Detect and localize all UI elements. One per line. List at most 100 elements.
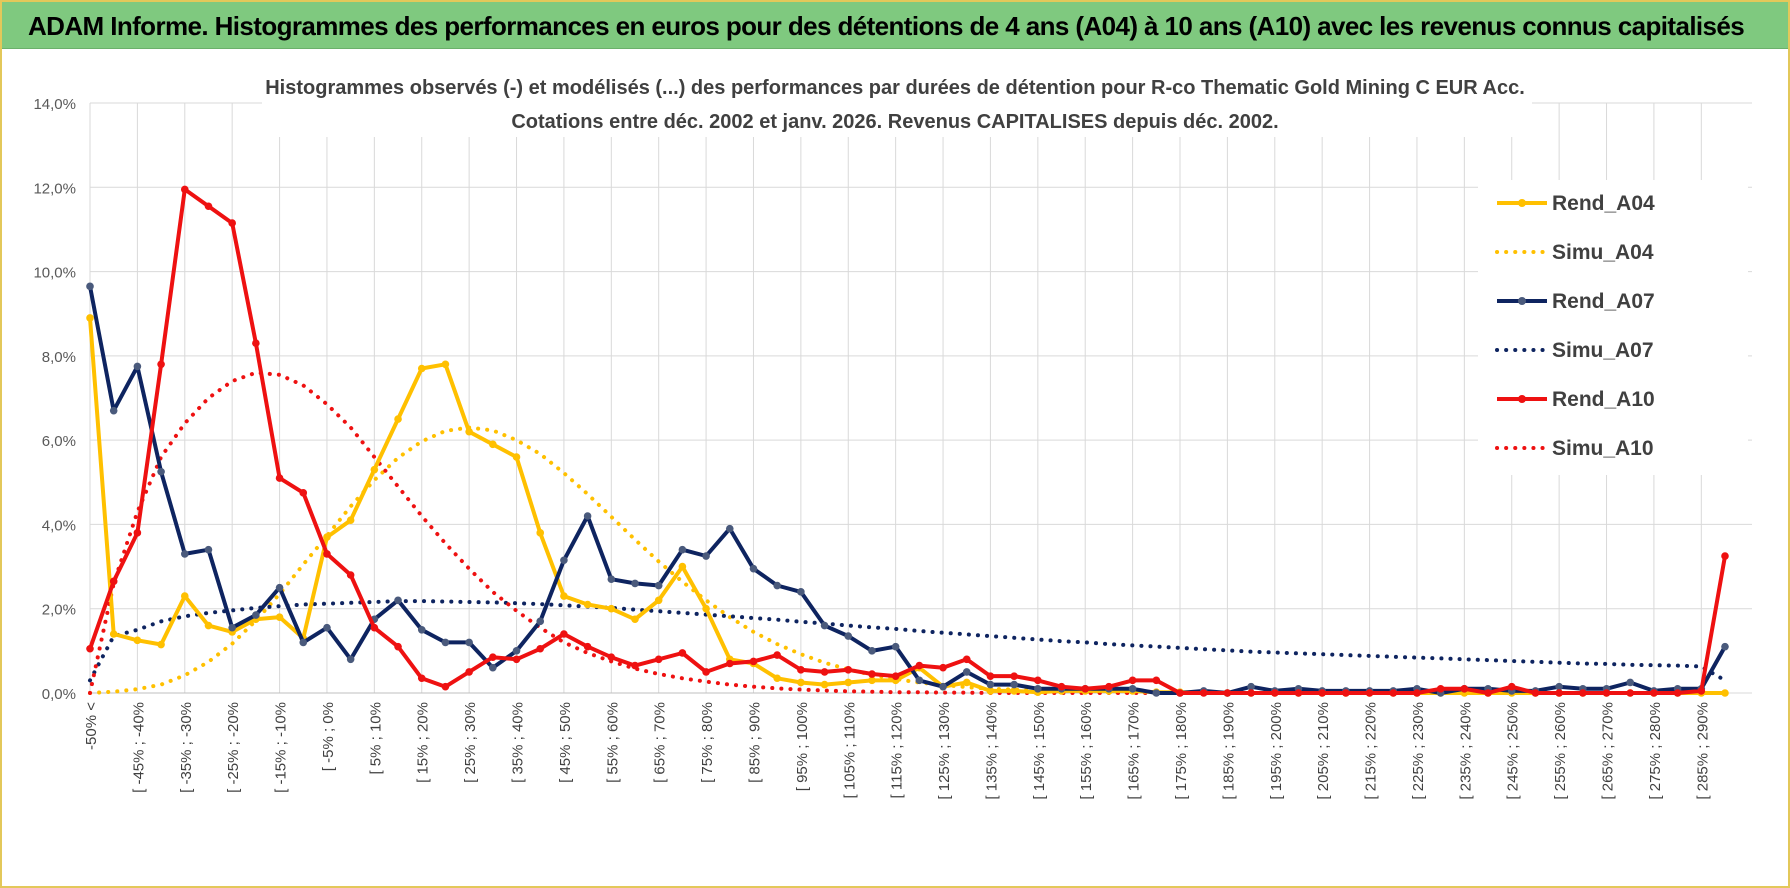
data-point <box>1010 672 1018 680</box>
data-point <box>1199 689 1208 697</box>
series-line <box>88 599 1727 683</box>
data-point <box>725 524 734 533</box>
data-point <box>441 638 450 647</box>
data-point <box>844 678 853 687</box>
data-point <box>346 571 355 579</box>
data-point <box>394 415 402 423</box>
data-point <box>228 219 236 227</box>
series-Rend_A10 <box>86 185 1729 697</box>
legend-label: Rend_A07 <box>1552 290 1655 313</box>
data-point <box>654 655 663 664</box>
data-point <box>1010 687 1018 695</box>
data-point <box>489 653 497 661</box>
data-point <box>157 640 165 649</box>
x-tick-label: [ 255% ; 260% <box>1552 702 1569 800</box>
data-point <box>180 185 189 194</box>
data-point <box>1128 676 1137 685</box>
data-point <box>275 474 284 482</box>
legend-label: Rend_A04 <box>1552 192 1655 215</box>
data-point <box>702 668 710 676</box>
x-tick-label: [ 85% ; 90% <box>746 702 763 783</box>
x-tick-label: [ 185% ; 190% <box>1220 702 1237 800</box>
data-point <box>583 642 592 651</box>
data-point <box>773 674 781 683</box>
data-point <box>323 550 331 558</box>
data-point <box>678 649 687 657</box>
x-tick-label: [ -35% ; -30% <box>178 702 195 793</box>
x-tick-label: [ 265% ; 270% <box>1600 702 1617 800</box>
data-point <box>1223 689 1232 697</box>
series-line <box>88 187 1727 695</box>
y-tick-label: 8,0% <box>42 349 76 366</box>
legend-marker <box>1518 395 1526 403</box>
data-point <box>939 682 947 691</box>
data-point <box>180 550 189 558</box>
data-point <box>654 596 663 605</box>
x-tick-label: [ 75% ; 80% <box>699 702 716 783</box>
data-point <box>370 623 379 632</box>
data-point <box>157 360 165 369</box>
x-tick-label: [ 55% ; 60% <box>604 702 621 783</box>
x-tick-label: [ 175% ; 180% <box>1173 702 1190 800</box>
data-point <box>323 623 331 632</box>
data-point <box>1057 682 1066 691</box>
data-point <box>725 659 734 668</box>
data-point <box>228 623 236 632</box>
x-tick-label: [ 225% ; 230% <box>1410 702 1427 800</box>
legend: Rend_A04 Simu_A04 Rend_A07 Simu_A07 Rend_A10… <box>1478 180 1748 475</box>
legend-label: Simu_A04 <box>1552 241 1654 264</box>
data-point <box>441 682 450 691</box>
x-tick-label: [ 205% ; 210% <box>1315 702 1332 800</box>
data-point <box>1034 676 1042 685</box>
legend-label: Simu_A07 <box>1552 339 1654 362</box>
legend-label: Simu_A10 <box>1552 437 1654 460</box>
x-tick-label: [ 285% ; 290% <box>1694 702 1711 800</box>
data-point <box>1673 689 1682 697</box>
data-point <box>749 657 758 666</box>
data-point <box>346 516 355 525</box>
x-tick-label: [ 165% ; 170% <box>1126 702 1143 800</box>
x-tick-label: [ 145% ; 150% <box>1031 702 1048 800</box>
y-tick-label: 14,0% <box>33 96 76 113</box>
x-tick-label: [ -15% ; -10% <box>273 702 290 793</box>
data-point <box>820 621 829 630</box>
data-point <box>631 661 639 670</box>
data-point <box>86 644 94 653</box>
x-tick-label: [ -5% ; 0% <box>320 702 337 771</box>
data-point <box>915 661 924 670</box>
data-point <box>512 647 521 655</box>
data-point <box>86 282 94 291</box>
x-tick-label: [ 125% ; 130% <box>936 702 953 800</box>
data-point <box>820 680 829 689</box>
data-point <box>86 314 94 322</box>
data-point <box>607 604 616 613</box>
data-point <box>560 630 568 638</box>
x-tick-label: [ 115% ; 120% <box>889 702 906 798</box>
data-point <box>797 678 805 687</box>
data-point <box>536 529 545 537</box>
data-point <box>1152 689 1161 697</box>
data-point <box>1721 552 1729 560</box>
data-point <box>1294 689 1303 697</box>
data-point <box>1579 689 1587 697</box>
data-point <box>1247 689 1255 697</box>
data-point <box>133 529 142 537</box>
data-point <box>417 674 426 683</box>
y-tick-label: 12,0% <box>33 180 76 197</box>
data-point <box>678 545 687 554</box>
data-point <box>536 617 545 626</box>
data-point <box>1081 684 1090 693</box>
data-point <box>607 575 616 584</box>
data-point <box>299 638 308 647</box>
y-tick-label: 2,0% <box>42 602 76 619</box>
data-point <box>275 613 284 621</box>
x-tick-label: [ 5% ; 10% <box>367 702 384 775</box>
x-tick-label: [ 135% ; 140% <box>983 702 1000 800</box>
data-point <box>1626 689 1635 697</box>
data-point <box>1721 642 1729 651</box>
legend-label: Rend_A10 <box>1552 388 1655 411</box>
data-point <box>133 362 142 371</box>
data-point <box>891 642 900 651</box>
data-point <box>702 604 710 613</box>
